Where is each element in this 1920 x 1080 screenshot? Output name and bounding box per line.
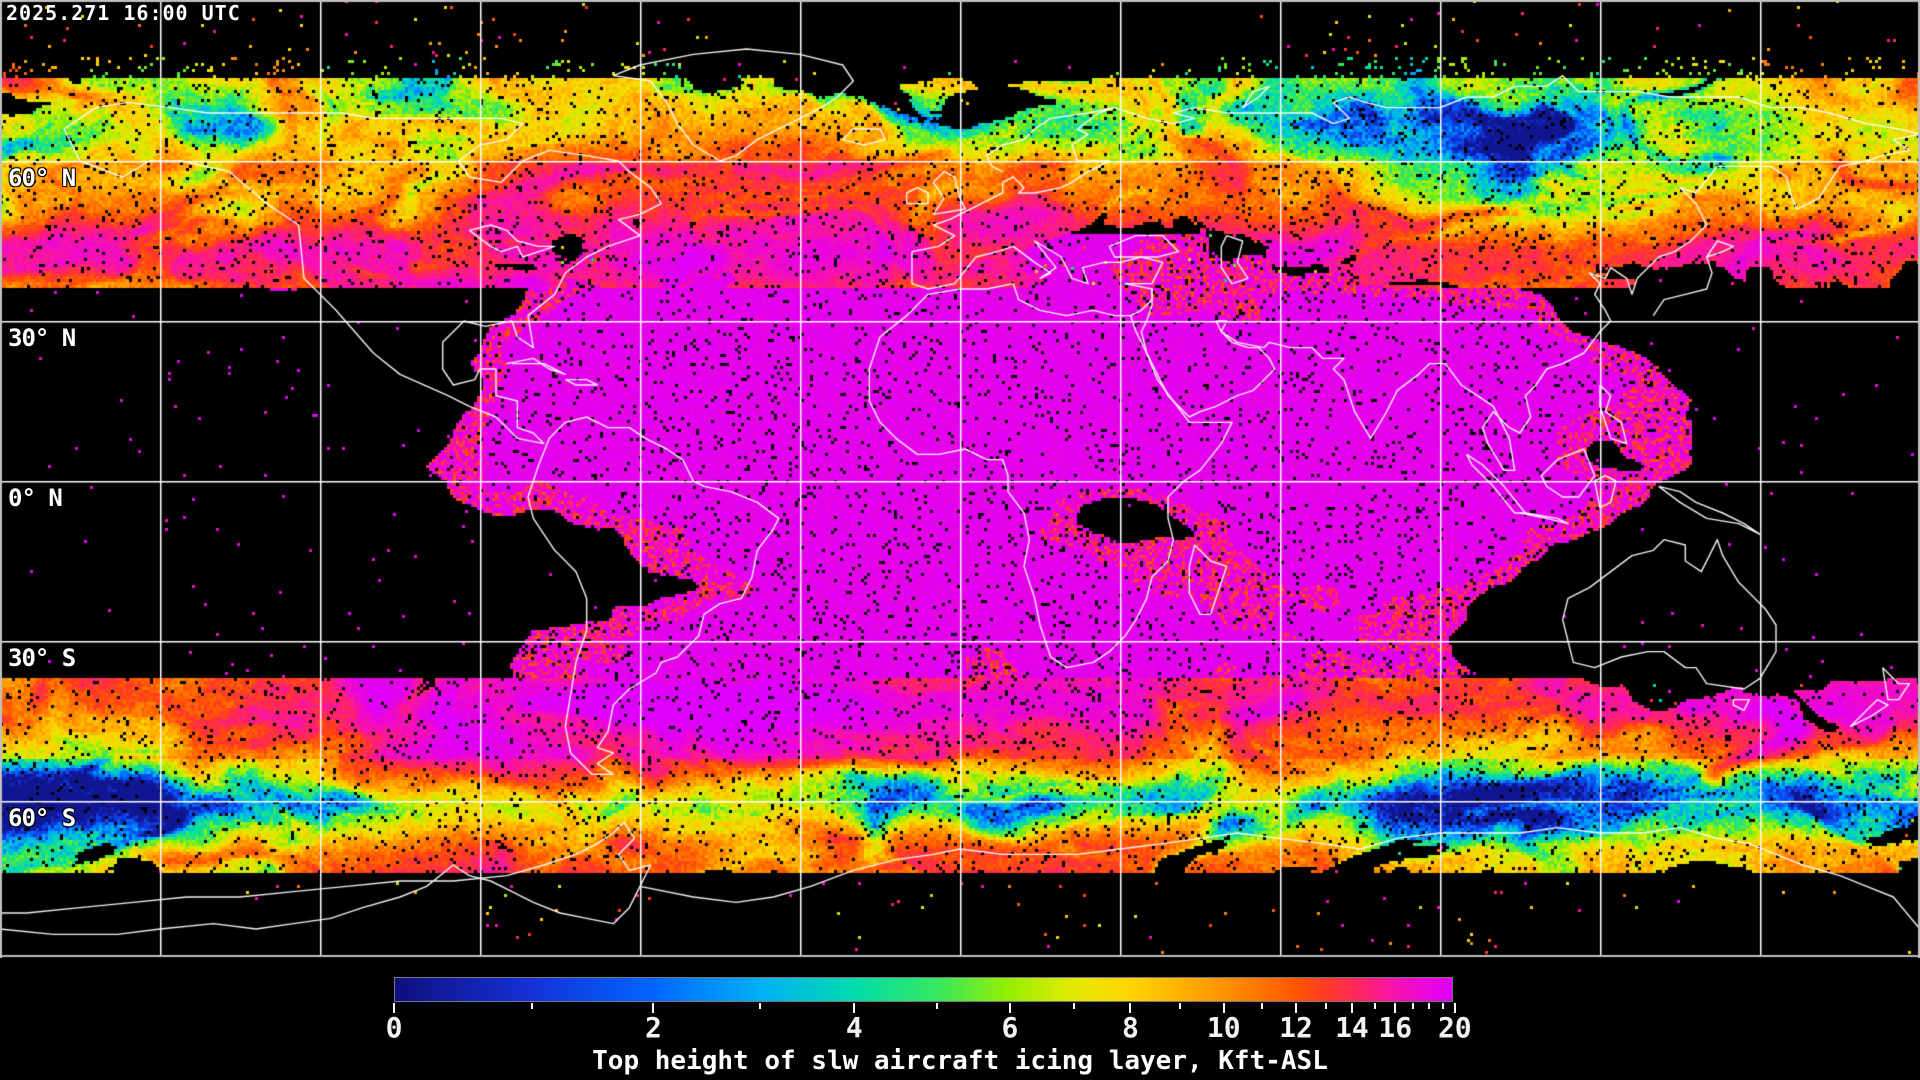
colorbar-minor-tick (759, 1003, 762, 1009)
colorbar-minor-tick (531, 1003, 533, 1009)
colorbar-tick-label: 2 (645, 1011, 662, 1044)
colorbar-tick-label: 12 (1279, 1011, 1313, 1044)
colorbar-minor-tick (1261, 1003, 1264, 1009)
colorbar-minor-tick (1073, 1003, 1076, 1009)
colorbar-tick-label: 10 (1206, 1011, 1241, 1044)
colorbar-tick-label: 4 (845, 1011, 863, 1044)
colorbar-tick-label: 20 (1437, 1011, 1472, 1044)
colorbar-gradient (394, 977, 1453, 1002)
colorbar-minor-tick (936, 1003, 939, 1009)
colorbar-major-tick (1394, 1003, 1397, 1013)
colorbar-minor-tick (1441, 1003, 1444, 1009)
colorbar-minor-tick (1324, 1003, 1327, 1009)
colorbar-minor-tick (1179, 1003, 1182, 1009)
colorbar-major-tick (853, 1003, 856, 1013)
colorbar-legend: 0 2 4 6 8 10 12 14 16 20 Top height of slw aircra… (0, 958, 1920, 1080)
timestamp: 2025.271 16:00 UTC (6, 1, 241, 25)
colorbar-minor-tick (1412, 1003, 1415, 1009)
colorbar-tick-label: 14 (1335, 1011, 1369, 1044)
colorbar-major-tick (1222, 1003, 1225, 1013)
colorbar-major-tick (1129, 1003, 1132, 1013)
world-map: 2025.271 16:00 UTC 60° N 30° N 0° N 30° S 60… (0, 0, 1920, 958)
colorbar-minor-tick (1427, 1003, 1430, 1009)
latitude-label: 30° N (8, 324, 76, 352)
colorbar-major-tick (652, 1003, 655, 1013)
colorbar-minor-tick (1373, 1003, 1376, 1009)
colorbar-major-tick (1008, 1003, 1011, 1013)
latitude-label: 30° S (8, 644, 76, 672)
map-canvas (0, 0, 1920, 958)
colorbar-major-tick (1453, 1003, 1456, 1013)
colorbar-tick-label: 0 (385, 1011, 403, 1044)
latitude-label: 60° S (8, 804, 76, 832)
colorbar-title: Top height of slw aircraft icing layer, … (592, 1046, 1328, 1076)
colorbar-tick-label: 16 (1378, 1011, 1413, 1044)
colorbar-major-tick (393, 1003, 395, 1013)
colorbar-major-tick (1350, 1003, 1353, 1013)
colorbar-tick-label: 8 (1121, 1011, 1139, 1044)
latitude-label: 0° N (8, 484, 63, 512)
colorbar-tick-label: 6 (1001, 1011, 1019, 1044)
latitude-label: 60° N (8, 164, 76, 192)
colorbar-major-tick (1294, 1003, 1297, 1013)
